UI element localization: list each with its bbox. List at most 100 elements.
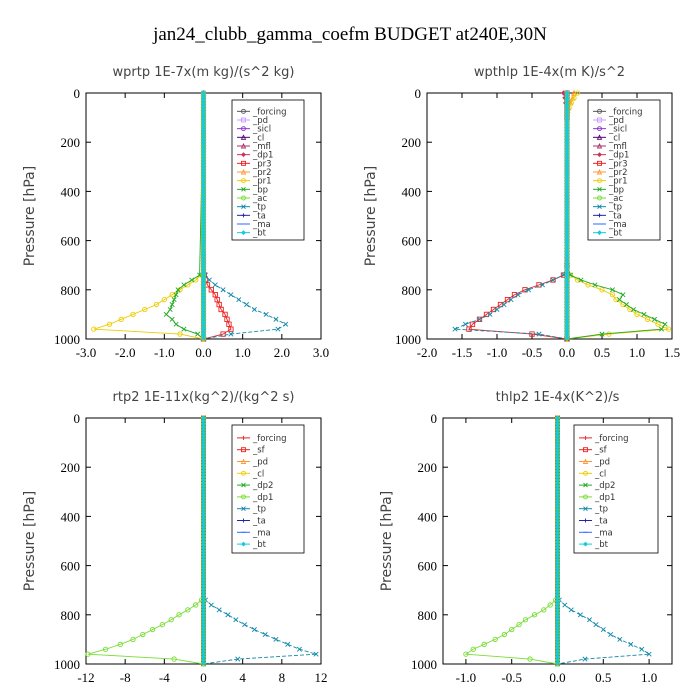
legend-label: _pr3 xyxy=(252,159,272,169)
legend-label: _dp1 xyxy=(608,151,629,161)
y-tick-label: 800 xyxy=(61,608,81,623)
x-tick-label: -1.5 xyxy=(452,345,473,360)
legend-marker xyxy=(597,108,602,114)
data-point xyxy=(173,321,179,327)
data-point xyxy=(609,292,616,298)
data-point xyxy=(283,321,289,327)
data-point xyxy=(630,306,637,312)
data-point xyxy=(171,297,177,303)
legend-marker xyxy=(240,134,247,140)
data-point xyxy=(550,277,556,283)
data-point xyxy=(181,282,187,288)
y-axis-label: Pressure [hPa] xyxy=(22,166,38,266)
data-point xyxy=(547,602,553,608)
x-tick-label: -1.0 xyxy=(154,345,175,360)
data-point xyxy=(224,316,230,322)
legend-marker xyxy=(583,470,588,476)
legend-marker xyxy=(241,204,246,209)
legend-label: _ma xyxy=(252,220,271,230)
x-tick-label: 1.5 xyxy=(664,345,680,360)
y-axis-label: Pressure [hPa] xyxy=(379,491,395,591)
series-line xyxy=(203,92,287,340)
data-point xyxy=(142,306,148,313)
legend-marker xyxy=(597,126,602,132)
series-bt xyxy=(201,415,206,666)
data-point xyxy=(206,277,212,283)
data-point xyxy=(163,311,169,317)
legend-entry: _bt xyxy=(593,229,623,239)
y-tick-label: 200 xyxy=(61,460,81,475)
data-point xyxy=(233,617,239,623)
data-point xyxy=(599,287,605,293)
panel-3: rtp2 1E-11x(kg^2)/(kg^2 s) Pressure [hPa]… xyxy=(22,390,328,685)
data-point xyxy=(508,297,514,303)
legend-marker xyxy=(583,518,588,523)
legend-entry: _ma xyxy=(237,528,271,538)
data-point xyxy=(193,602,199,608)
data-point xyxy=(470,646,476,652)
y-tick-label: 0 xyxy=(415,86,422,101)
data-point xyxy=(208,287,214,293)
x-tick-label: 4 xyxy=(239,670,246,685)
series-line xyxy=(203,417,317,665)
data-point xyxy=(608,631,614,637)
x-tick-label: -2.0 xyxy=(115,345,136,360)
data-point xyxy=(273,636,279,642)
legend-entry: _mfl xyxy=(237,142,271,152)
data-point xyxy=(208,602,214,608)
data-point xyxy=(483,311,490,318)
y-tick-label: 1000 xyxy=(395,332,421,347)
data-point xyxy=(140,631,146,638)
legend-entry: _forcing xyxy=(579,434,629,444)
legend-marker xyxy=(240,142,247,149)
legend-label: _tp xyxy=(252,505,266,515)
data-point xyxy=(117,641,123,647)
data-point xyxy=(149,626,156,633)
legend-label: _pd xyxy=(608,116,624,126)
data-point xyxy=(91,326,97,332)
legend-label: _bt xyxy=(252,540,267,550)
series-line xyxy=(87,417,204,665)
legend-marker xyxy=(241,470,246,476)
legend-label: _cl xyxy=(608,133,620,143)
legend-entry: _ma xyxy=(593,220,627,230)
legend-label: _cl xyxy=(252,469,264,479)
data-point xyxy=(620,292,626,298)
data-point xyxy=(571,95,577,101)
y-tick-label: 800 xyxy=(402,283,422,298)
data-point xyxy=(263,311,269,317)
series-line xyxy=(203,92,232,340)
legend-marker xyxy=(240,168,247,175)
data-point xyxy=(592,282,598,288)
y-tick-label: 600 xyxy=(402,234,422,249)
x-tick-label: 0.5 xyxy=(594,345,610,360)
data-point xyxy=(220,287,226,293)
legend: _forcing _sf _pd_cl _dp2 _dp1 _tp _ta_ma _bt xyxy=(573,424,659,554)
figure-title: jan24_clubb_gamma_coefm BUDGET at240E,30… xyxy=(152,24,547,45)
legend-marker xyxy=(241,160,246,166)
legend-entry: _pd xyxy=(593,116,624,126)
legend-entry: _bp xyxy=(593,185,624,195)
legend-entry: _dp2 xyxy=(237,481,273,491)
x-tick-label: -2.0 xyxy=(417,345,438,360)
data-point xyxy=(242,622,248,628)
data-point xyxy=(522,617,529,623)
legend: _forcing_pd_sicl_cl_mfl_dp1_pr3_pr2_pr1_… xyxy=(587,99,661,241)
data-point xyxy=(536,331,542,337)
legend-entry: _pr2 xyxy=(593,168,628,178)
legend-label: _pd xyxy=(594,458,610,468)
legend-label: _mfl xyxy=(608,142,627,152)
legend-entry: _ta xyxy=(237,517,266,527)
legend-marker xyxy=(241,213,246,218)
data-point xyxy=(222,311,228,318)
series-line xyxy=(165,92,204,340)
data-point xyxy=(218,306,224,313)
data-point xyxy=(578,277,584,283)
data-point xyxy=(555,660,560,666)
data-point xyxy=(617,636,623,642)
legend-entry: _sf xyxy=(237,446,266,456)
legend-marker xyxy=(597,195,602,201)
legend-entry: _pr3 xyxy=(593,159,628,169)
legend-entry: _tp xyxy=(237,203,266,213)
data-point xyxy=(212,282,218,288)
